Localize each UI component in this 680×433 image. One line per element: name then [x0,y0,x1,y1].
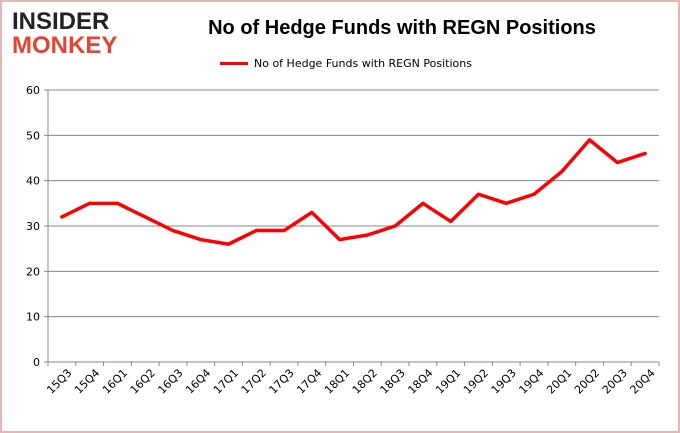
y-tick-label: 50 [26,129,40,142]
x-tick-label: 20Q4 [628,366,658,396]
x-tick-label: 19Q2 [461,366,491,396]
legend: No of Hedge Funds with REGN Positions [220,57,472,70]
x-tick-label: 16Q1 [100,366,130,396]
y-tick-label: 40 [26,175,40,188]
x-tick-label: 19Q1 [433,366,463,396]
y-tick-label: 30 [26,220,40,233]
data-point [227,242,231,246]
data-point [393,224,397,228]
data-point [254,229,258,233]
data-point [365,233,369,237]
series-line [60,138,647,246]
x-tick-label: 18Q2 [350,366,380,396]
x-tick-label: 20Q2 [572,366,602,396]
data-point [560,170,564,174]
data-point [476,192,480,196]
data-point [171,229,175,233]
data-point [282,229,286,233]
logo-line1: INSIDER [12,8,110,35]
x-tick-label: 19Q4 [516,366,546,396]
x-tick-label: 16Q4 [183,366,213,396]
data-point [338,238,342,242]
x-tick-label: 15Q3 [44,366,74,396]
chart-title: No of Hedge Funds with REGN Positions [208,17,596,39]
data-point [115,201,119,205]
data-point [143,215,147,219]
data-point [504,201,508,205]
legend-swatch [220,62,248,65]
x-tick-label: 20Q3 [600,366,630,396]
data-point [310,210,314,214]
legend-label: No of Hedge Funds with REGN Positions [254,57,472,70]
x-tick-label: 20Q1 [544,366,574,396]
data-point [449,219,453,223]
x-tick-label: 17Q2 [239,366,269,396]
x-tick-label: 18Q3 [378,366,408,396]
y-tick-label: 0 [33,356,40,369]
x-tick-label: 17Q1 [211,366,241,396]
y-tick-label: 60 [26,84,40,97]
data-point [588,138,592,142]
x-tick-label: 16Q2 [128,366,158,396]
y-tick-label: 10 [26,311,40,324]
data-point [88,201,92,205]
x-tick-label: 15Q4 [72,366,102,396]
x-tick-label: 18Q4 [405,366,435,396]
x-tick-label: 18Q1 [322,366,352,396]
x-tick-label: 17Q3 [267,366,297,396]
data-point [532,192,536,196]
data-point [615,161,619,165]
data-point [421,201,425,205]
logo-line2: MONKEY [12,32,118,59]
x-tick-label: 16Q3 [155,366,185,396]
x-tick-label: 17Q4 [294,366,324,396]
data-point [643,151,647,155]
y-tick-label: 20 [26,265,40,278]
data-point [60,215,64,219]
insider-monkey-logo: INSIDER MONKEY [12,10,117,58]
data-point [199,238,203,242]
x-tick-label: 19Q3 [489,366,519,396]
